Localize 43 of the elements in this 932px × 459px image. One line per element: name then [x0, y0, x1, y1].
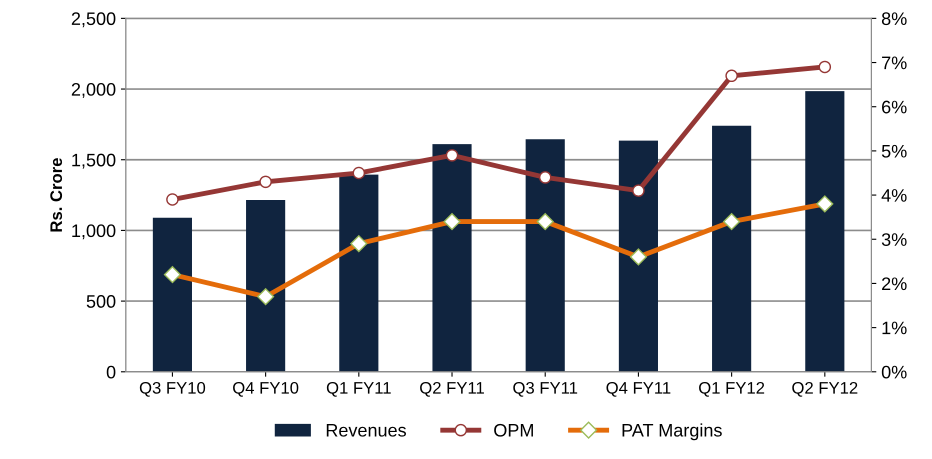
point [538, 171, 552, 184]
bar [526, 139, 565, 372]
x-tick-label: Q4 FY11 [606, 382, 670, 397]
bar [618, 140, 658, 372]
y-tick-label: 2,000 [72, 82, 116, 98]
x-tick-label: Q3 FY10 [140, 382, 206, 397]
point [352, 166, 366, 180]
y-tick-label: 0 [106, 366, 116, 379]
point [818, 60, 832, 74]
bar [152, 218, 192, 372]
point [725, 70, 738, 82]
x-tick-label: Q3 FY11 [513, 382, 578, 397]
y2-tick-label: 0% [882, 366, 907, 379]
y-axis-title: Rs. Crore [50, 158, 62, 232]
x-tick-label: Q1 FY11 [326, 382, 391, 397]
legend-label: OPM [494, 424, 533, 437]
x-tick-label: Q1 FY12 [699, 382, 764, 397]
bar [339, 174, 378, 372]
point [632, 184, 645, 197]
legend-label: Revenues [326, 424, 406, 437]
y2-tick-label: 1% [882, 322, 907, 334]
point [166, 193, 179, 206]
y2-tick-label: 2% [882, 277, 907, 290]
point [446, 149, 458, 162]
legend-label: PAT Margins [622, 423, 722, 440]
y-tick-label: 1,000 [72, 224, 116, 240]
y2-tick-label: 4% [882, 189, 907, 202]
y2-tick-label: 5% [882, 144, 907, 158]
x-tick-label: Q4 FY10 [233, 382, 298, 397]
y2-tick-label: 6% [882, 100, 907, 114]
y-tick-label: 1,500 [72, 154, 116, 169]
bar [246, 200, 286, 372]
y2-tick-label: 7% [882, 56, 907, 70]
bar [432, 144, 472, 372]
y-tick-label: 500 [86, 295, 116, 308]
bar [712, 126, 752, 372]
x-tick-label: Q2 FY12 [792, 382, 858, 397]
y2-tick-label: 3% [882, 233, 907, 246]
x-tick-label: Q2 FY11 [420, 382, 484, 397]
bar [805, 91, 844, 372]
y2-tick-label: 8% [882, 12, 907, 26]
point [259, 176, 272, 188]
y-tick-label: 2,500 [72, 12, 116, 28]
